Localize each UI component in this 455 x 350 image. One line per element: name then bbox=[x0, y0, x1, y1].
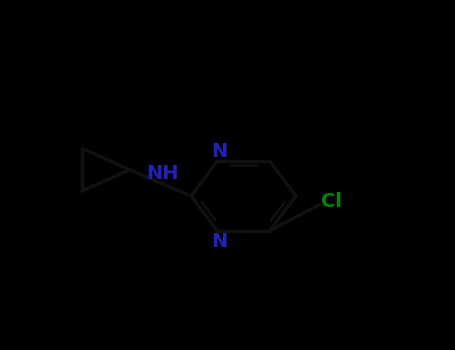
Text: Cl: Cl bbox=[320, 191, 342, 211]
Text: N: N bbox=[212, 142, 228, 161]
Text: NH: NH bbox=[147, 163, 179, 183]
Text: N: N bbox=[212, 232, 228, 251]
